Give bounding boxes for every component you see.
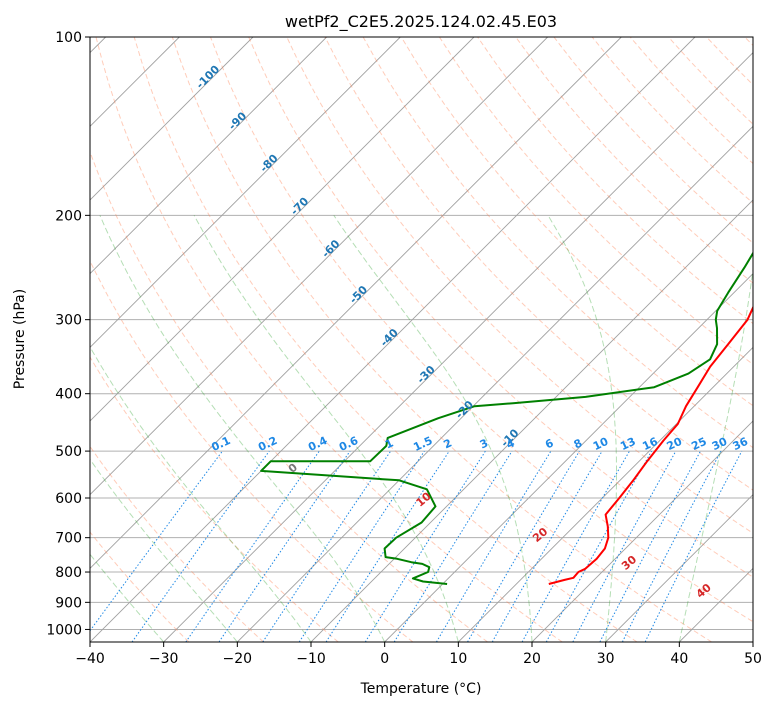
mixing-ratio-line — [521, 450, 630, 642]
isotherm-line — [90, 37, 401, 348]
x-tick-label: −10 — [296, 651, 326, 667]
moist-adiabat-line — [90, 458, 238, 642]
mixing-ratio-line — [621, 450, 722, 642]
isotherm-line — [90, 37, 696, 642]
moist-adiabat-line — [333, 215, 533, 642]
mixing-ratio-line — [644, 450, 743, 642]
isotherm-line — [458, 346, 753, 642]
x-tick-label: −20 — [223, 651, 253, 667]
y-tick-label: 200 — [55, 208, 82, 224]
x-tick-label: 50 — [744, 651, 762, 667]
dry-adiabat-line — [438, 37, 753, 366]
y-tick-label: 600 — [55, 491, 82, 507]
dry-adiabat-line — [400, 37, 753, 407]
dry-adiabat-line — [133, 37, 638, 642]
x-axis: −40 −30 −20 −10 0 10 20 30 40 50 — [75, 642, 762, 667]
mixing-ratio-line — [298, 450, 425, 642]
dry-adiabat-line — [324, 37, 753, 491]
moist-adiabat-line — [90, 345, 312, 642]
mixing-ratio-line — [599, 450, 701, 642]
dry-adiabat-line — [515, 37, 753, 284]
y-axis: 100 200 300 400 500 600 700 800 900 1000 — [46, 30, 90, 638]
isotherm-line — [90, 37, 548, 496]
isotherm-line — [90, 37, 327, 275]
x-axis-label: Temperature (°C) — [360, 681, 482, 697]
plot-frame — [89, 36, 754, 643]
isotherm-line — [237, 125, 753, 642]
y-tick-label: 400 — [55, 387, 82, 403]
mixing-ratio-line — [218, 450, 351, 642]
dry-adiabats — [90, 37, 753, 642]
dewpoint-profile — [260, 251, 753, 585]
mixing-ratio-label: 13 — [618, 435, 637, 453]
isotherm-line — [163, 52, 753, 642]
y-tick-label: 1000 — [46, 622, 82, 638]
dry-adiabat-line — [90, 356, 339, 642]
isotherms — [90, 37, 753, 642]
dry-adiabat-line — [90, 531, 190, 642]
isotherm-line — [384, 273, 753, 642]
y-tick-label: 100 — [55, 30, 82, 46]
dry-adiabat-line — [210, 37, 753, 623]
mixing-ratio-label: 25 — [689, 435, 708, 453]
mixing-ratio-line — [545, 450, 653, 642]
mixing-ratio-label: 30 — [710, 435, 730, 453]
mixing-ratio-line — [262, 450, 392, 642]
dry-adiabat-line — [90, 150, 488, 642]
mixing-ratio-label: 20 — [665, 435, 685, 453]
mixing-ratio-line — [393, 450, 513, 642]
x-tick-label: −40 — [75, 651, 105, 667]
dry-adiabat-line — [171, 37, 712, 642]
moist-adiabat-line — [547, 215, 617, 642]
dry-adiabat-line — [95, 37, 563, 642]
y-tick-label: 700 — [55, 531, 82, 547]
isotherm-line — [90, 37, 475, 422]
moist-adiabat-line — [90, 553, 165, 642]
dry-adiabat-line — [90, 259, 414, 642]
temperature-profile — [548, 305, 753, 585]
y-axis-label: Pressure (hPa) — [12, 289, 28, 389]
y-tick-label: 800 — [55, 565, 82, 581]
mixing-ratio-line — [131, 450, 270, 642]
mixing-ratio-line — [185, 450, 320, 642]
moist-adiabat-line — [193, 215, 459, 642]
mixing-ratio-line — [435, 450, 552, 642]
moist-adiabat-line — [678, 265, 753, 642]
dry-adiabat-line — [90, 445, 264, 642]
x-tick-label: −30 — [149, 651, 179, 667]
chart-title: wetPf2_C2E5.2025.124.02.45.E03 — [285, 12, 557, 32]
mixing-ratio-label: 36 — [731, 435, 751, 453]
y-tick-label: 500 — [55, 444, 82, 460]
plot-area — [90, 37, 753, 642]
isotherm-line — [605, 494, 753, 642]
dry-adiabat-line — [248, 37, 753, 578]
moist-adiabats — [90, 215, 753, 642]
x-tick-label: 10 — [449, 651, 467, 667]
mixing-ratio-line — [572, 450, 677, 642]
x-tick-label: 40 — [670, 651, 688, 667]
isotherm-line — [310, 199, 753, 642]
mixing-ratio-line — [364, 450, 486, 642]
isotherm-line — [531, 420, 753, 642]
x-tick-label: 20 — [523, 651, 541, 667]
mixing-ratio-label: 16 — [640, 435, 660, 453]
x-tick-label: 30 — [597, 651, 615, 667]
isotherm-line — [90, 37, 254, 201]
mixing-ratio-label: 10 — [591, 435, 611, 453]
y-tick-label: 300 — [55, 313, 82, 329]
isotherm-line — [90, 37, 622, 569]
y-tick-label: 900 — [55, 595, 82, 611]
x-tick-label: 0 — [380, 651, 389, 667]
mixing-ratio-line — [90, 450, 223, 632]
mixing-ratio-line — [325, 450, 450, 642]
mixing-ratio-lines — [90, 450, 743, 642]
